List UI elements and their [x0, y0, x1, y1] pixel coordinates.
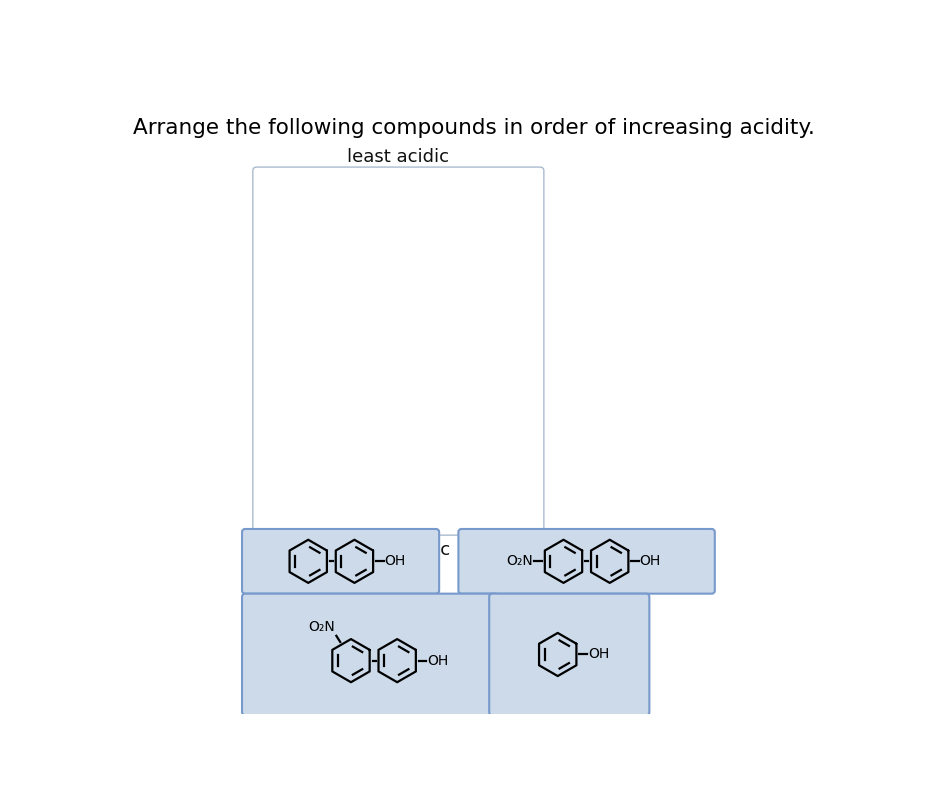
Text: Arrange the following compounds in order of increasing acidity.: Arrange the following compounds in order… [133, 118, 815, 138]
Text: OH: OH [640, 554, 661, 569]
FancyBboxPatch shape [459, 529, 715, 593]
Text: O₂N: O₂N [308, 620, 335, 634]
Text: most acidic: most acidic [347, 541, 450, 559]
Text: OH: OH [385, 554, 406, 569]
FancyBboxPatch shape [490, 593, 649, 715]
FancyBboxPatch shape [253, 167, 544, 535]
Text: OH: OH [427, 654, 448, 667]
FancyBboxPatch shape [242, 529, 439, 593]
Text: OH: OH [588, 647, 609, 662]
Text: least acidic: least acidic [347, 148, 449, 165]
FancyBboxPatch shape [242, 593, 498, 715]
Text: O₂N: O₂N [507, 554, 534, 569]
